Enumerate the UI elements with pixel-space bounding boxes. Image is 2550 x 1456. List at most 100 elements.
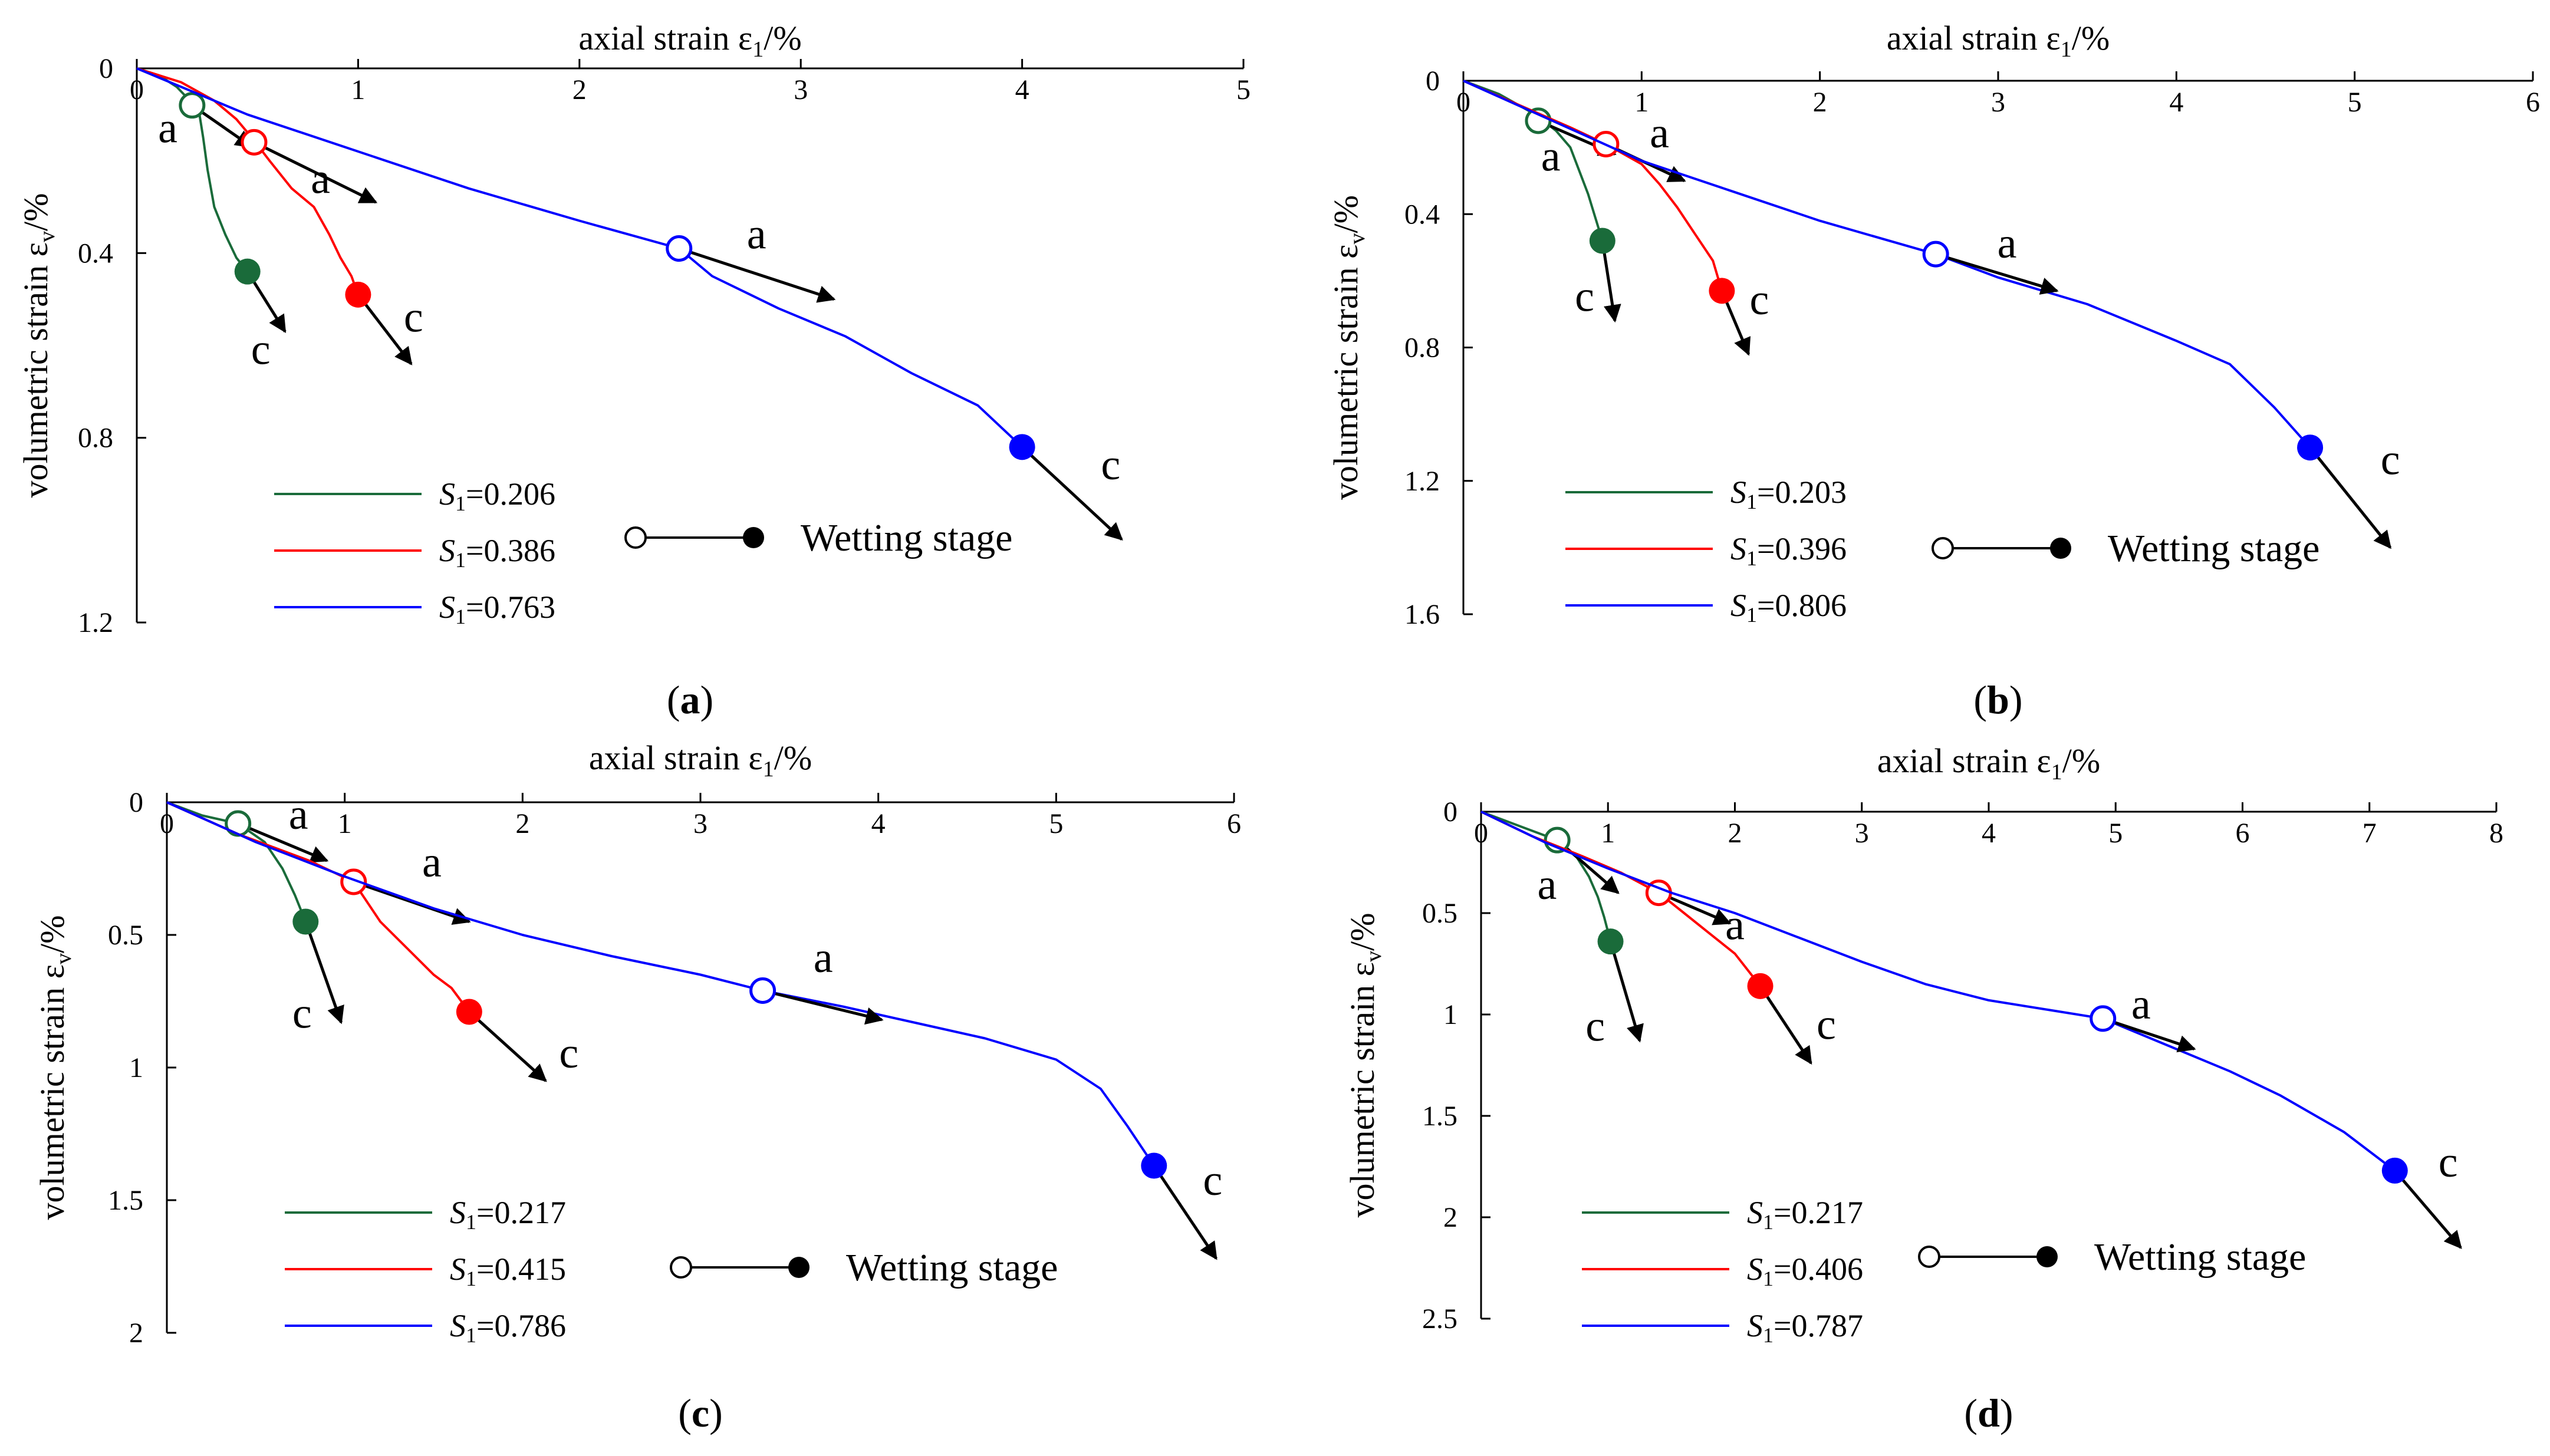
legend-value: =0.386: [466, 533, 555, 568]
wetting-start-point: [241, 129, 268, 156]
stage-label-a: a: [158, 104, 177, 152]
y-axis-title: volumetric strain εv/%: [17, 193, 60, 498]
stage-label-a: a: [814, 934, 833, 982]
x-axis-title-unit: /%: [764, 19, 801, 57]
wetting-start-point: [1922, 241, 1949, 268]
stage-label-a: a: [311, 155, 330, 203]
wetting-start-point: [2090, 1005, 2117, 1032]
y-axis-title-sub: v: [51, 953, 76, 964]
legend-symbol: S: [1747, 1195, 1763, 1230]
arrow-a: [1935, 252, 2059, 295]
y-tick-label: 0.8: [1404, 332, 1440, 364]
arrow-c: [2393, 1170, 2462, 1249]
series-line-0.787: [1480, 811, 2396, 1172]
x-tick-label: 4: [1015, 74, 1029, 106]
legend-value: =0.806: [1757, 588, 1847, 623]
panel-label-letter: a: [680, 677, 700, 722]
legend-entry: S1=0.763: [439, 589, 555, 628]
legend-value: =0.787: [1774, 1308, 1863, 1343]
legend-entry: S1=0.806: [1730, 588, 1847, 627]
stage-label-c: c: [404, 294, 423, 342]
wetting-end-point: [1709, 278, 1735, 304]
stage-label-c: c: [1101, 441, 1120, 489]
wetting-legend-open-marker: [670, 1256, 692, 1279]
panel-label: (b): [1973, 677, 2022, 722]
wetting-legend-label: Wetting stage: [2108, 527, 2319, 570]
stage-label-c: c: [1575, 272, 1594, 321]
panel-label-letter: d: [1978, 1391, 2000, 1435]
arrow-c: [2309, 446, 2392, 549]
legend-value: =0.786: [476, 1308, 566, 1343]
x-axis-title: axial strain ε1/%: [1877, 742, 2100, 785]
legend-symbol: S: [1730, 531, 1746, 566]
stage-label-a: a: [422, 838, 442, 887]
legend-value: =0.203: [1757, 475, 1847, 510]
panel-label-close: ): [709, 1391, 723, 1435]
legend-entry: S1=0.206: [439, 476, 555, 515]
x-tick-label: 6: [1227, 808, 1241, 839]
legend-sub: 1: [466, 1323, 476, 1347]
legend-symbol: S: [1730, 475, 1746, 510]
legend-entry: S1=0.217: [1747, 1195, 1863, 1234]
legend-sub: 1: [466, 1267, 476, 1290]
x-tick-label: 5: [1049, 808, 1063, 839]
y-tick-label: 0.5: [108, 920, 143, 951]
legend-sub: 1: [1746, 490, 1757, 513]
legend-symbol: S: [1747, 1308, 1763, 1343]
y-tick-label: 0: [129, 787, 143, 818]
y-tick-label: 1.5: [1422, 1101, 1457, 1132]
y-tick-label: 0.5: [1422, 898, 1457, 929]
y-axis-title: volumetric strain εv/%: [1327, 195, 1370, 500]
x-axis-title-sub: 1: [752, 37, 764, 62]
wetting-legend-open-marker: [1918, 1246, 1940, 1268]
x-tick-label: 2: [1813, 87, 1827, 118]
arrow-c: [1021, 446, 1123, 541]
legend-entry: S1=0.415: [450, 1251, 566, 1290]
y-tick-label: 1: [129, 1052, 143, 1083]
x-axis-title-unit: /%: [2072, 19, 2110, 57]
y-tick-label: 1.5: [108, 1185, 143, 1216]
stage-label-a: a: [1541, 133, 1561, 181]
wetting-start-point: [749, 977, 776, 1004]
panel-label-letter: c: [692, 1391, 709, 1435]
legend-entry: S1=0.406: [1747, 1251, 1863, 1290]
y-axis-title-sub: v: [35, 231, 60, 242]
wetting-legend-filled-marker: [743, 527, 764, 548]
stage-label-c: c: [2439, 1138, 2458, 1187]
wetting-legend-filled-marker: [788, 1257, 810, 1278]
legend-entry: S1=0.786: [450, 1308, 566, 1347]
y-axis-title-text: volumetric strain ε: [17, 242, 55, 498]
legend-symbol: S: [439, 476, 455, 512]
legend-value: =0.396: [1757, 531, 1847, 566]
panel-label-close: ): [2009, 677, 2023, 722]
wetting-legend-filled-marker: [2036, 1246, 2058, 1267]
y-axis-title: volumetric strain εv/%: [1343, 913, 1386, 1218]
y-tick-label: 1: [1443, 999, 1457, 1030]
x-tick-label: 8: [2489, 818, 2503, 849]
arrow-a: [253, 141, 378, 204]
series-line-0.203: [1463, 80, 1604, 242]
wetting-end-point: [234, 258, 261, 285]
arrow-c: [304, 921, 344, 1025]
series-line-0.217: [1480, 811, 1612, 942]
x-axis-title: axial strain ε1/%: [578, 19, 801, 62]
y-tick-label: 2: [129, 1317, 143, 1349]
y-tick-label: 0: [1443, 796, 1457, 828]
x-tick-label: 5: [2108, 818, 2123, 849]
y-axis-title-unit: /%: [1327, 195, 1365, 233]
x-tick-label: 5: [1236, 74, 1251, 106]
stage-label-a: a: [2131, 980, 2151, 1029]
legend-symbol: S: [1730, 588, 1746, 623]
y-axis-title-text: volumetric strain ε: [1327, 244, 1365, 499]
legend-entry: S1=0.203: [1730, 475, 1847, 513]
series-line-0.415: [166, 801, 470, 1013]
legend-sub: 1: [1763, 1210, 1774, 1234]
panel-label: (a): [667, 677, 713, 722]
x-axis-title-text: axial strain ε: [589, 739, 763, 777]
wetting-legend-open-marker: [1932, 537, 1954, 559]
stage-label-c: c: [251, 325, 271, 374]
legend-symbol: S: [1747, 1251, 1763, 1287]
arrow-a: [353, 880, 471, 925]
